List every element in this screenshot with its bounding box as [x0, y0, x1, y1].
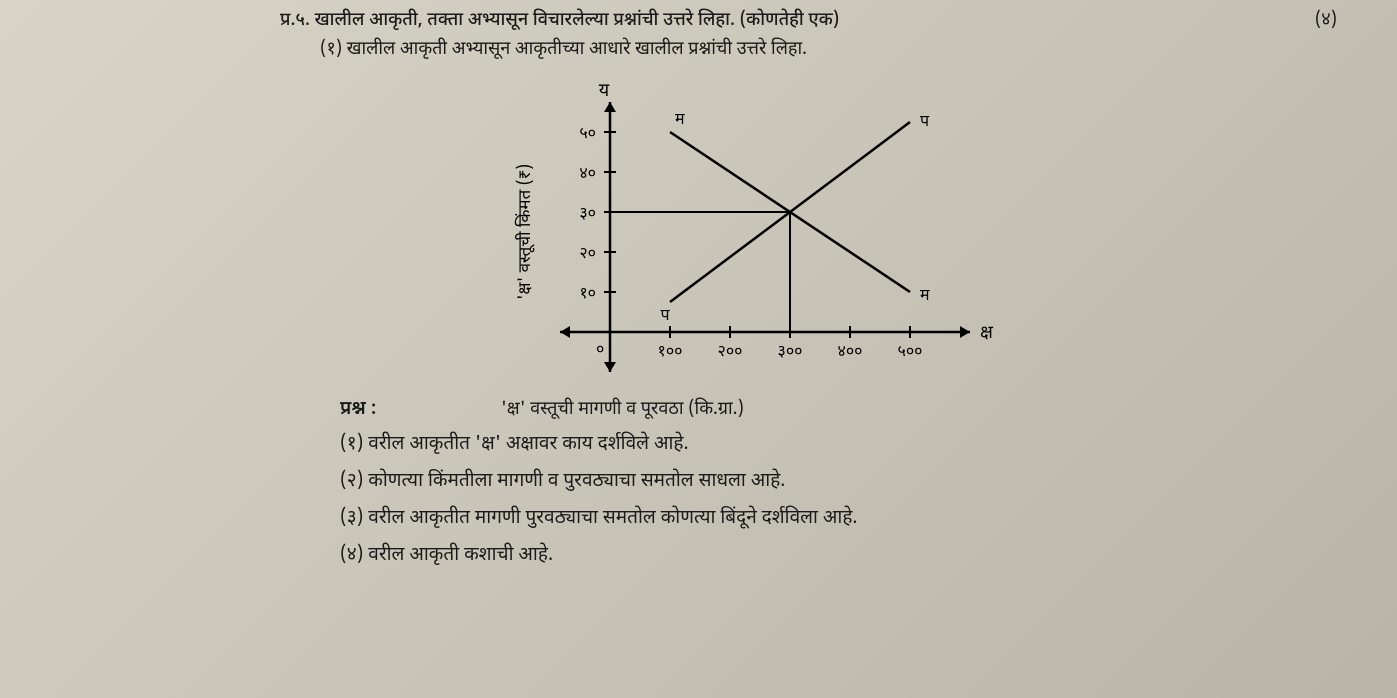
sub-question-intro: (१) खालील आकृती अभ्यासून आकृतीच्या आधारे… — [320, 39, 1337, 62]
sub-question-number: (१) — [320, 39, 342, 62]
svg-text:२०: २० — [579, 244, 596, 265]
main-question-header: प्र.५. खालील आकृती, तक्ता अभ्यासून विचार… — [280, 10, 1337, 33]
svg-text:३००: ३०० — [778, 342, 803, 363]
question-number: प्र.५. — [280, 10, 310, 33]
x-axis-caption: 'क्ष' वस्तूची मागणी व पूरवठा (कि.ग्रा.) — [501, 399, 744, 422]
sub-q-text: वरील आकृतीत मागणी पुरवठ्याचा समतोल कोणत्… — [368, 506, 857, 531]
supply-demand-chart: क्ष य ० १०० २०० ३०० ४०० ५०० १० २० ३० ४० ५० 'क्ष' वस्त… — [500, 72, 1060, 382]
sub-question-2: (२) कोणत्या किंमतीला मागणी व पुरवठ्याचा … — [340, 469, 1337, 494]
sub-question-3: (३) वरील आकृतीत मागणी पुरवठ्याचा समतोल क… — [340, 506, 1337, 531]
svg-text:'क्ष' वस्तूची किंमत (₹): 'क्ष' वस्तूची किंमत (₹) — [514, 164, 537, 300]
questions-label: प्रश्न : — [340, 397, 377, 422]
page-container: प्र.५. खालील आकृती, तक्ता अभ्यासून विचार… — [0, 0, 1397, 590]
sub-q-text: कोणत्या किंमतीला मागणी व पुरवठ्याचा समतो… — [368, 469, 785, 494]
sub-q-num: (४) — [340, 543, 363, 568]
svg-text:५००: ५०० — [898, 342, 923, 363]
svg-text:५०: ५० — [579, 124, 596, 145]
svg-text:म: म — [920, 286, 930, 307]
sub-questions-list: (१) वरील आकृतीत 'क्ष' अक्षावर काय दर्शवि… — [340, 432, 1337, 568]
svg-text:३०: ३० — [579, 204, 596, 225]
svg-text:य: य — [599, 81, 610, 104]
sub-q-text: वरील आकृतीत 'क्ष' अक्षावर काय दर्शविले आ… — [368, 432, 688, 457]
sub-q-num: (२) — [340, 469, 363, 494]
marks-label: (४) — [1315, 10, 1337, 33]
question-text: खालील आकृती, तक्ता अभ्यासून विचारलेल्या … — [315, 10, 840, 33]
svg-text:१००: १०० — [658, 342, 683, 363]
sub-q-num: (३) — [340, 506, 363, 531]
svg-text:प: प — [660, 306, 670, 327]
svg-text:४००: ४०० — [838, 342, 863, 363]
svg-text:म: म — [675, 110, 685, 131]
sub-question-text: खालील आकृती अभ्यासून आकृतीच्या आधारे खाल… — [347, 39, 807, 62]
sub-q-num: (१) — [340, 432, 363, 457]
sub-q-text: वरील आकृती कशाची आहे. — [368, 543, 553, 568]
chart-area: क्ष य ० १०० २०० ३०० ४०० ५०० १० २० ३० ४० ५० 'क्ष' वस्त… — [500, 72, 1337, 382]
svg-text:१०: १० — [579, 284, 596, 305]
question-row: प्रश्न : 'क्ष' वस्तूची मागणी व पूरवठा (क… — [280, 397, 1337, 422]
svg-text:क्ष: क्ष — [980, 323, 994, 346]
svg-text:४०: ४० — [579, 164, 596, 185]
sub-question-4: (४) वरील आकृती कशाची आहे. — [340, 543, 1337, 568]
svg-text:२००: २०० — [718, 342, 743, 363]
svg-text:प: प — [920, 112, 930, 133]
svg-text:०: ० — [596, 340, 604, 361]
sub-question-1: (१) वरील आकृतीत 'क्ष' अक्षावर काय दर्शवि… — [340, 432, 1337, 457]
